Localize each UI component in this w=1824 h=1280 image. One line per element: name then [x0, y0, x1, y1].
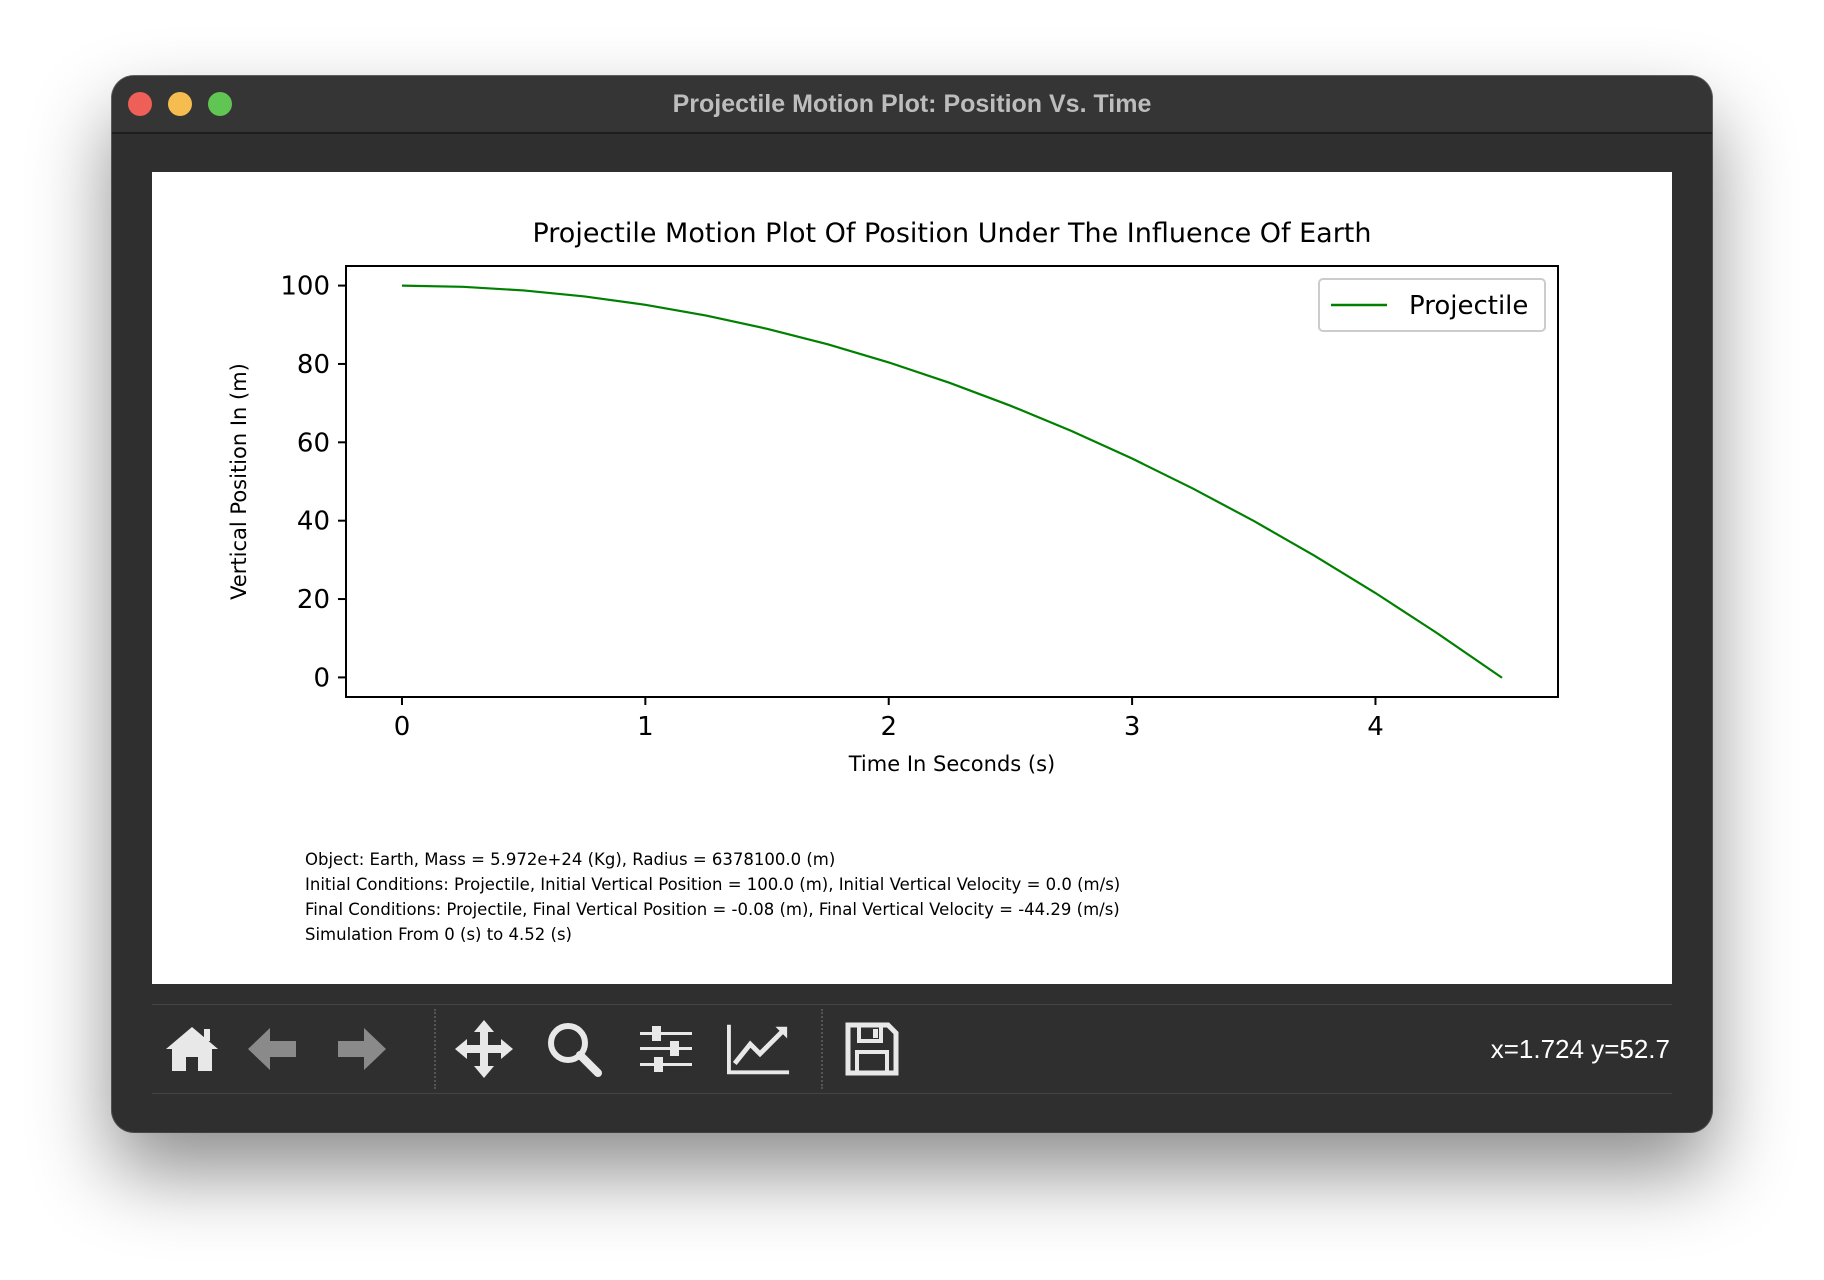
x-tick-label: 1	[637, 712, 654, 742]
chart-svg: Projectile Motion Plot Of Position Under…	[227, 218, 1559, 776]
legend-label: Projectile	[1409, 291, 1528, 321]
sliders-icon	[640, 1026, 692, 1072]
chart-title: Projectile Motion Plot Of Position Under…	[532, 218, 1371, 249]
y-tick-label: 60	[297, 428, 330, 458]
close-window-button[interactable]	[128, 92, 152, 116]
save-button[interactable]	[840, 1017, 904, 1081]
x-tick-label: 0	[394, 712, 411, 742]
legend-box	[1318, 278, 1546, 332]
configure-subplots-button[interactable]	[634, 1017, 698, 1081]
simulation-info: Object: Earth, Mass = 5.972e+24 (Kg), Ra…	[305, 847, 1120, 947]
info-line-object: Object: Earth, Mass = 5.972e+24 (Kg), Ra…	[305, 850, 836, 869]
app-window: Projectile Motion Plot: Position Vs. Tim…	[112, 76, 1712, 1132]
maximize-window-button[interactable]	[208, 92, 232, 116]
info-line-initial-conditions: Initial Conditions: Projectile, Initial …	[305, 875, 1121, 894]
arrow-left-icon	[248, 1028, 296, 1070]
zoom-button[interactable]	[542, 1017, 606, 1081]
floppy-disk-icon	[845, 1022, 899, 1076]
x-axis-label: Time In Seconds (s)	[848, 752, 1055, 776]
y-axis-label: Vertical Position In (m)	[227, 363, 251, 600]
cursor-coordinates: x=1.724 y=52.7	[1490, 1034, 1670, 1064]
x-tick-label: 2	[880, 712, 897, 742]
pan-button[interactable]	[452, 1017, 516, 1081]
move-icon	[455, 1020, 513, 1078]
x-tick-label: 3	[1124, 712, 1141, 742]
toolbar-separator	[434, 1009, 436, 1089]
y-tick-label: 0	[313, 663, 330, 693]
edit-axes-button[interactable]	[727, 1017, 791, 1081]
plot-frame	[345, 265, 1559, 698]
title-bar: Projectile Motion Plot: Position Vs. Tim…	[112, 76, 1712, 134]
home-button[interactable]	[160, 1017, 224, 1081]
forward-button[interactable]	[330, 1017, 394, 1081]
toolbar-separator	[821, 1009, 823, 1089]
home-icon	[166, 1027, 218, 1071]
series-line-0	[401, 284, 1503, 679]
info-line-final-conditions: Final Conditions: Projectile, Final Vert…	[305, 900, 1120, 919]
y-tick-label: 20	[297, 585, 330, 615]
back-button[interactable]	[240, 1017, 304, 1081]
y-tick-label: 80	[297, 350, 330, 380]
minimize-window-button[interactable]	[168, 92, 192, 116]
line-chart-icon	[727, 1024, 790, 1075]
figure-canvas[interactable]: Projectile Motion Plot Of Position Under…	[152, 172, 1672, 984]
navigation-toolbar: x=1.724 y=52.7	[152, 1004, 1672, 1094]
arrow-right-icon	[338, 1028, 386, 1070]
info-line-simulation-range: Simulation From 0 (s) to 4.52 (s)	[305, 925, 572, 944]
y-tick-label: 100	[280, 272, 330, 302]
y-tick-label: 40	[297, 507, 330, 537]
window-title: Projectile Motion Plot: Position Vs. Tim…	[672, 90, 1152, 118]
magnifier-icon	[548, 1023, 602, 1077]
x-tick-label: 4	[1367, 712, 1384, 742]
